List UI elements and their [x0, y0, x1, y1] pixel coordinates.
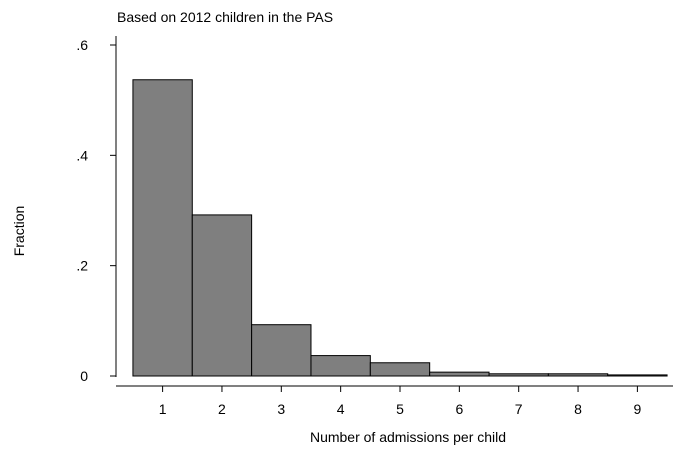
x-axis-ticks: 1 2 3 4 5 6 7 8 9 [159, 386, 641, 417]
bar-8 [547, 373, 609, 377]
bar-1 [132, 79, 193, 377]
chart-subtitle: Based on 2012 children in the PAS [117, 9, 333, 25]
bar-7 [488, 373, 549, 377]
y-tick-label: .6 [76, 37, 88, 53]
bar-2 [191, 214, 253, 377]
bar-3 [251, 324, 312, 377]
x-tick-label: 1 [159, 401, 167, 417]
x-tick-label: 3 [277, 401, 285, 417]
bar-5 [369, 362, 431, 377]
x-tick-label: 8 [574, 401, 582, 417]
y-axis-ticks: 0 .2 .4 .6 [76, 37, 116, 384]
y-tick-label: 0 [80, 368, 88, 384]
y-tick-label: .2 [76, 258, 88, 274]
bar-6 [429, 371, 490, 377]
x-tick-label: 9 [633, 401, 641, 417]
x-tick-label: 6 [455, 401, 463, 417]
y-axis-title: Fraction [11, 206, 27, 257]
x-tick-label: 5 [396, 401, 404, 417]
x-tick-label: 7 [515, 401, 523, 417]
x-tick-label: 2 [218, 401, 226, 417]
y-tick-label: .4 [76, 147, 88, 163]
bar-4 [310, 355, 371, 377]
bars-group [132, 79, 668, 377]
bar-9 [607, 374, 668, 377]
x-axis-title: Number of admissions per child [310, 429, 506, 445]
x-tick-label: 4 [337, 401, 345, 417]
